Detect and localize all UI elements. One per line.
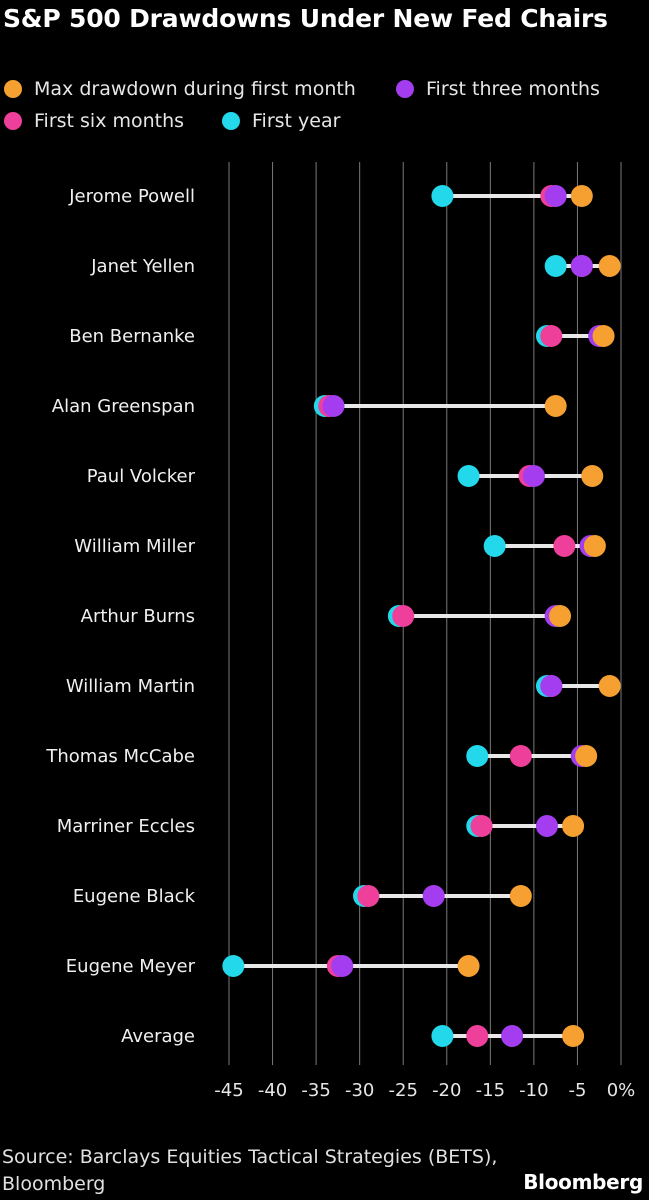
point-max-drawdown-during-first-month-arthur-burns [549, 605, 572, 627]
x-tick-label: -10 [519, 1080, 548, 1101]
point-first-year-eugene-meyer [222, 955, 245, 977]
legend-swatch-three-months [396, 80, 414, 98]
point-first-year-average [431, 1025, 454, 1047]
legend-swatch-first-month [4, 80, 22, 98]
point-first-three-months-average [501, 1025, 524, 1047]
legend-swatch-first-year [222, 112, 240, 130]
category-label-william-martin: William Martin [66, 676, 195, 697]
point-first-three-months-paul-volcker [522, 465, 545, 487]
legend-label-first-month: Max drawdown during first month [34, 78, 356, 100]
category-label-william-miller: William Miller [74, 536, 195, 557]
point-max-drawdown-during-first-month-william-miller [583, 535, 606, 557]
point-first-three-months-william-martin [540, 675, 563, 697]
point-first-three-months-jerome-powell [544, 185, 567, 207]
point-first-year-thomas-mccabe [466, 745, 489, 767]
legend-label-six-months: First six months [34, 110, 185, 132]
point-first-six-months-thomas-mccabe [509, 745, 532, 767]
legend-swatch-six-months [4, 112, 22, 130]
point-first-six-months-ben-bernanke [540, 325, 563, 347]
point-max-drawdown-during-first-month-eugene-meyer [457, 955, 480, 977]
category-labels: Jerome Powell Janet Yellen Ben Bernanke Ala… [45, 186, 195, 1047]
category-label-janet-yellen: Janet Yellen [90, 256, 195, 277]
point-first-year-jerome-powell [431, 185, 454, 207]
category-label-marriner-eccles: Marriner Eccles [57, 816, 195, 837]
category-label-jerome-powell: Jerome Powell [68, 186, 195, 207]
x-tick-label: -45 [214, 1080, 243, 1101]
point-first-three-months-eugene-meyer [331, 955, 354, 977]
legend: Max drawdown during first month First th… [4, 78, 644, 140]
x-tick-label: -40 [258, 1080, 287, 1101]
point-max-drawdown-during-first-month-marriner-eccles [562, 815, 585, 837]
bloomberg-logo: Bloomberg [523, 1170, 643, 1194]
x-tick-label: 0% [607, 1080, 636, 1101]
point-first-year-paul-volcker [457, 465, 480, 487]
point-max-drawdown-during-first-month-average [562, 1025, 585, 1047]
point-max-drawdown-during-first-month-jerome-powell [570, 185, 593, 207]
category-label-average: Average [121, 1026, 195, 1047]
legend-item-first-year: First year [222, 110, 340, 132]
point-first-six-months-eugene-black [357, 885, 380, 907]
legend-item-three-months: First three months [396, 78, 600, 100]
source-note: Source: Barclays Equities Tactical Strat… [2, 1146, 498, 1195]
category-label-paul-volcker: Paul Volcker [87, 466, 196, 487]
point-max-drawdown-during-first-month-alan-greenspan [544, 395, 567, 417]
legend-label-first-year: First year [252, 110, 341, 132]
x-tick-label: -30 [345, 1080, 374, 1101]
legend-item-first-month: Max drawdown during first month [4, 78, 356, 100]
point-first-year-janet-yellen [544, 255, 567, 277]
point-first-three-months-eugene-black [422, 885, 445, 907]
point-max-drawdown-during-first-month-ben-bernanke [592, 325, 615, 347]
x-tick-label: -20 [432, 1080, 461, 1101]
category-label-eugene-black: Eugene Black [73, 886, 196, 907]
x-tick-label: -25 [389, 1080, 418, 1101]
category-label-thomas-mccabe: Thomas McCabe [45, 746, 195, 767]
dot-range-chart: Jerome Powell Janet Yellen Ben Bernanke Ala… [45, 162, 635, 1101]
point-max-drawdown-during-first-month-william-martin [598, 675, 621, 697]
x-tick-label: -5 [568, 1080, 586, 1101]
point-first-six-months-average [466, 1025, 489, 1047]
x-axis-tick-labels: -45 -40 -35 -30 -25 -20 -15 -10 -5 0% [214, 1080, 635, 1101]
legend-item-six-months: First six months [4, 110, 184, 132]
point-max-drawdown-during-first-month-paul-volcker [581, 465, 604, 487]
point-first-six-months-william-miller [553, 535, 576, 557]
legend-label-three-months: First three months [426, 78, 600, 100]
category-label-ben-bernanke: Ben Bernanke [69, 326, 195, 347]
category-label-alan-greenspan: Alan Greenspan [52, 396, 195, 417]
point-first-three-months-alan-greenspan [322, 395, 345, 417]
x-tick-label: -15 [476, 1080, 505, 1101]
point-first-year-william-miller [483, 535, 506, 557]
point-max-drawdown-during-first-month-janet-yellen [598, 255, 621, 277]
chart-title: S&P 500 Drawdowns Under New Fed Chairs [3, 4, 608, 33]
point-max-drawdown-during-first-month-eugene-black [509, 885, 532, 907]
category-label-arthur-burns: Arthur Burns [81, 606, 195, 627]
point-first-six-months-arthur-burns [392, 605, 415, 627]
point-first-three-months-janet-yellen [570, 255, 593, 277]
point-max-drawdown-during-first-month-thomas-mccabe [575, 745, 598, 767]
point-first-six-months-marriner-eccles [470, 815, 493, 837]
x-tick-label: -35 [301, 1080, 330, 1101]
category-label-eugene-meyer: Eugene Meyer [66, 956, 196, 977]
data-points [222, 185, 621, 1047]
point-first-three-months-marriner-eccles [535, 815, 558, 837]
